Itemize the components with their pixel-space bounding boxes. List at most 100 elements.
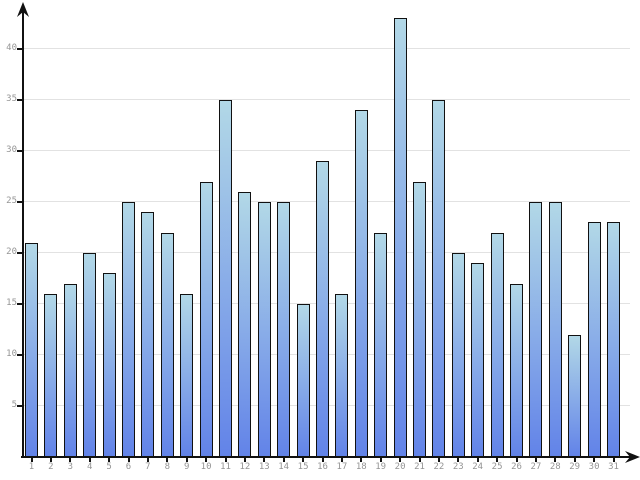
x-axis-tick: [321, 457, 324, 462]
y-axis-tick: [17, 99, 23, 101]
bar: [44, 293, 58, 457]
x-axis-label: 11: [220, 462, 231, 472]
x-axis-label: 26: [511, 462, 522, 472]
y-axis-tick: [17, 150, 23, 152]
y-axis-arrow-icon: [17, 2, 29, 17]
bar: [335, 293, 349, 457]
y-axis-tick: [17, 48, 23, 50]
bar: [257, 202, 271, 457]
x-axis-label: 17: [336, 462, 348, 472]
gridline: [23, 150, 630, 151]
x-axis-tick: [399, 457, 402, 462]
bar: [510, 283, 523, 457]
x-axis-label: 7: [145, 462, 151, 472]
bar: [102, 273, 116, 457]
x-axis-label: 15: [297, 462, 309, 472]
bar: [296, 304, 310, 457]
bar: [63, 283, 77, 457]
y-axis-label: 20: [6, 247, 17, 257]
bar: [568, 334, 582, 457]
bar: [529, 202, 543, 457]
bar: [160, 232, 174, 457]
bar: [25, 242, 38, 457]
x-axis-tick: [496, 457, 499, 462]
x-axis-tick: [476, 457, 479, 462]
x-axis-label: 5: [106, 462, 112, 472]
x-axis-tick: [282, 457, 285, 462]
x-axis-tick: [49, 457, 52, 462]
bar: [316, 161, 329, 457]
bar: [83, 253, 97, 457]
x-axis-tick: [108, 457, 111, 462]
x-axis-label: 30: [588, 462, 600, 472]
x-axis-tick: [185, 457, 188, 462]
y-axis-label: 40: [6, 43, 17, 53]
bar: [490, 232, 504, 457]
x-axis-tick: [146, 457, 149, 462]
bar: [219, 100, 232, 457]
x-axis-label: 12: [239, 462, 251, 472]
gridline: [23, 48, 630, 49]
bar: [587, 222, 601, 457]
x-axis-label: 4: [86, 462, 93, 472]
bar: [141, 212, 155, 457]
y-axis-label: 5: [11, 400, 17, 410]
x-axis-label: 16: [317, 462, 328, 472]
bar: [607, 222, 620, 457]
x-axis-tick: [88, 457, 91, 462]
x-axis-tick: [379, 457, 382, 462]
x-axis-label: 29: [569, 462, 581, 472]
x-axis-tick: [360, 457, 363, 462]
x-axis-label: 13: [258, 462, 270, 472]
x-axis-tick: [515, 457, 518, 462]
x-axis-tick: [166, 457, 169, 462]
y-axis-tick: [17, 303, 23, 305]
x-axis-label: 28: [549, 462, 561, 472]
y-axis-tick: [17, 405, 23, 407]
x-axis-label: 31: [608, 462, 619, 472]
bar: [451, 253, 465, 457]
x-axis-tick: [302, 457, 305, 462]
x-axis-tick: [554, 457, 557, 462]
y-axis-tick: [17, 354, 23, 356]
bar: [548, 202, 562, 457]
x-axis-label: 24: [472, 462, 484, 472]
x-axis-label: 19: [375, 462, 387, 472]
x-axis-label: 25: [491, 462, 503, 472]
x-axis-label: 27: [530, 462, 542, 472]
x-axis-tick: [30, 457, 33, 462]
bar: [199, 181, 213, 457]
x-axis-label: 9: [183, 462, 190, 472]
x-axis-tick: [340, 457, 343, 462]
x-axis-arrow-icon: [625, 451, 640, 463]
x-axis-tick: [593, 457, 596, 462]
bar: [277, 202, 291, 457]
x-axis-label: 1: [28, 462, 35, 472]
x-axis-tick: [534, 457, 537, 462]
x-axis-label: 3: [67, 462, 73, 472]
bar: [393, 18, 407, 457]
x-axis-tick: [612, 457, 615, 462]
x-axis-label: 21: [414, 462, 425, 472]
bar: [238, 191, 252, 457]
x-axis-tick: [437, 457, 440, 462]
x-axis-label: 14: [278, 462, 290, 472]
y-axis-label: 35: [6, 94, 17, 104]
x-axis-label: 20: [394, 462, 406, 472]
x-axis-label: 10: [200, 462, 212, 472]
bar: [122, 202, 135, 457]
bar: [413, 181, 426, 457]
x-axis-tick: [69, 457, 72, 462]
x-axis-tick: [243, 457, 246, 462]
x-axis-tick: [263, 457, 266, 462]
bar: [180, 293, 194, 457]
bar: [471, 263, 485, 457]
y-axis-label: 15: [6, 298, 17, 308]
bar: [354, 110, 368, 457]
y-axis-tick: [17, 252, 23, 254]
x-axis-tick: [457, 457, 460, 462]
x-axis-tick: [127, 457, 130, 462]
y-axis-label: 30: [6, 145, 17, 155]
x-axis-tick: [205, 457, 208, 462]
